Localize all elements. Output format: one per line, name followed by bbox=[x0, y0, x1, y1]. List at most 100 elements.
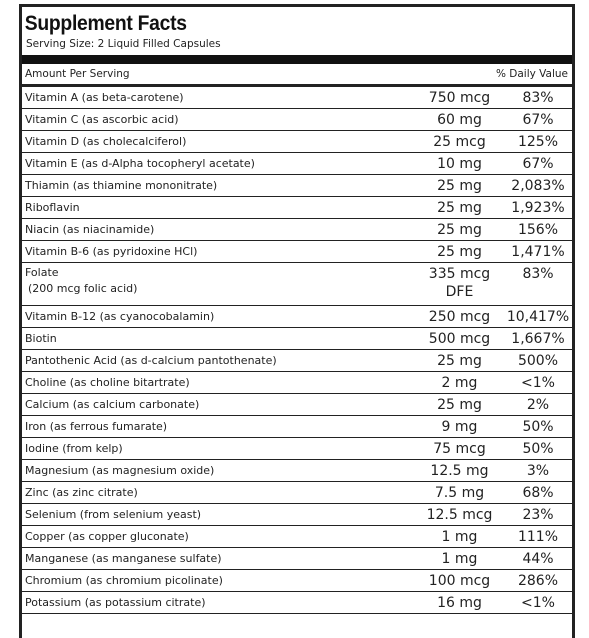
nutrient-amount-text: 9 mg bbox=[441, 418, 478, 435]
nutrient-row: Pantothenic Acid (as d-calcium pantothen… bbox=[22, 350, 572, 372]
nutrient-row: Potassium (as potassium citrate) 16 mg <1% bbox=[22, 592, 572, 614]
nutrient-daily-value: 1,471% bbox=[511, 243, 565, 260]
nutrient-daily-value: 50% bbox=[522, 418, 554, 435]
nutrient-amount: 25 mg bbox=[415, 396, 504, 414]
nutrient-amount-text: 1 mg bbox=[441, 550, 478, 567]
nutrient-amount: 9 mg bbox=[415, 418, 504, 436]
nutrient-row: Choline (as choline bitartrate) 2 mg <1% bbox=[22, 372, 572, 394]
serving-size: Serving Size: 2 Liquid Filled Capsules bbox=[26, 38, 221, 50]
nutrient-row: Magnesium (as magnesium oxide) 12.5 mg 3% bbox=[22, 460, 572, 482]
nutrient-name: Vitamin E (as d-Alpha tocopheryl acetate… bbox=[22, 157, 415, 171]
nutrient-daily-value: 3% bbox=[526, 462, 550, 479]
nutrient-row: Zinc (as zinc citrate) 7.5 mg 68% bbox=[22, 482, 572, 504]
nutrient-name-text: Choline (as choline bitartrate) bbox=[25, 375, 190, 389]
nutrient-amount-text: 10 mg bbox=[437, 155, 482, 172]
nutrient-amount-text: 335 mcg bbox=[428, 266, 491, 282]
nutrient-name: Vitamin C (as ascorbic acid) bbox=[22, 113, 415, 127]
nutrient-daily-value: 10,417% bbox=[506, 308, 570, 325]
nutrient-subtext: (200 mcg folic acid) bbox=[28, 282, 138, 295]
nutrient-amount: 335 mcg DFE bbox=[415, 263, 504, 301]
nutrient-row: Vitamin B-6 (as pyridoxine HCl) 25 mg 1,47… bbox=[22, 241, 572, 263]
nutrient-name: Vitamin A (as beta-carotene) bbox=[22, 91, 415, 105]
nutrient-name: Magnesium (as magnesium oxide) bbox=[22, 464, 415, 478]
nutrient-name-text: Potassium (as potassium citrate) bbox=[25, 595, 206, 609]
nutrient-row: Iron (as ferrous fumarate) 9 mg 50% bbox=[22, 416, 572, 438]
nutrient-daily-value: 67% bbox=[522, 155, 554, 172]
nutrient-row: Iodine (from kelp) 75 mcg 50% bbox=[22, 438, 572, 460]
nutrient-amount: 100 mcg bbox=[415, 572, 504, 590]
nutrient-amount-text: 7.5 mg bbox=[434, 484, 485, 501]
daily-value-header: % Daily Value bbox=[495, 68, 568, 80]
nutrient-amount: 25 mg bbox=[415, 199, 504, 217]
nutrient-amount: 60 mg bbox=[415, 111, 504, 129]
nutrient-name: Biotin bbox=[22, 332, 415, 346]
nutrient-row: Selenium (from selenium yeast) 12.5 mcg 23… bbox=[22, 504, 572, 526]
nutrient-daily-value: 111% bbox=[517, 528, 559, 545]
nutrient-name-text: Manganese (as manganese sulfate) bbox=[25, 551, 222, 565]
nutrient-name: Iodine (from kelp) bbox=[22, 442, 415, 456]
nutrient-name: Vitamin B-12 (as cyanocobalamin) bbox=[22, 310, 415, 324]
nutrient-name-text: Folate bbox=[25, 266, 59, 279]
nutrient-row: Thiamin (as thiamine mononitrate) 25 mg 2,… bbox=[22, 175, 572, 197]
nutrient-amount-text: 75 mcg bbox=[433, 440, 486, 457]
nutrient-daily-value: 500% bbox=[517, 352, 559, 369]
nutrient-name: Manganese (as manganese sulfate) bbox=[22, 552, 415, 566]
nutrient-amount: 12.5 mg bbox=[415, 462, 504, 480]
nutrient-amount: 75 mcg bbox=[415, 440, 504, 458]
nutrient-amount-text: 25 mg bbox=[437, 199, 482, 216]
nutrient-daily-value: 1,923% bbox=[511, 199, 565, 216]
nutrient-amount: 7.5 mg bbox=[415, 484, 504, 502]
supplement-facts-panel: Supplement Facts Serving Size: 2 Liquid … bbox=[19, 4, 575, 638]
nutrient-amount-text: 750 mcg bbox=[428, 89, 491, 106]
nutrient-name-text: Iron (as ferrous fumarate) bbox=[25, 419, 168, 433]
nutrient-name: Iron (as ferrous fumarate) bbox=[22, 420, 415, 434]
nutrient-amount: 25 mg bbox=[415, 243, 504, 261]
nutrient-amount: 250 mcg bbox=[415, 308, 504, 326]
nutrient-row: Copper (as copper gluconate) 1 mg 111% bbox=[22, 526, 572, 548]
nutrient-amount-text: 250 mcg bbox=[428, 308, 491, 325]
nutrient-amount: 16 mg bbox=[415, 594, 504, 612]
nutrient-name-text: Vitamin B-12 (as cyanocobalamin) bbox=[25, 309, 215, 323]
nutrient-name-text: Iodine (from kelp) bbox=[25, 441, 123, 455]
nutrient-name-text: Vitamin E (as d-Alpha tocopheryl acetate… bbox=[25, 156, 255, 170]
nutrient-row: Vitamin C (as ascorbic acid) 60 mg 67% bbox=[22, 109, 572, 131]
nutrient-daily-value: 1,667% bbox=[511, 330, 565, 347]
nutrient-amount: 1 mg bbox=[415, 550, 504, 568]
nutrient-amount-subtext: DFE bbox=[445, 284, 474, 300]
nutrient-name-text: Calcium (as calcium carbonate) bbox=[25, 397, 200, 411]
nutrient-amount-text: 1 mg bbox=[441, 528, 478, 545]
nutrient-amount-text: 25 mg bbox=[437, 177, 482, 194]
nutrient-name: Riboflavin bbox=[22, 201, 415, 215]
nutrient-daily-value: 83% bbox=[522, 89, 554, 106]
nutrient-amount-text: 12.5 mcg bbox=[426, 506, 493, 523]
thick-divider bbox=[22, 55, 572, 64]
nutrient-daily-value: 125% bbox=[517, 133, 559, 150]
nutrient-name-text: Pantothenic Acid (as d-calcium pantothen… bbox=[25, 353, 277, 367]
nutrient-name-text: Riboflavin bbox=[25, 200, 80, 214]
nutrient-name-text: Magnesium (as magnesium oxide) bbox=[25, 463, 215, 477]
nutrient-amount-text: 25 mg bbox=[437, 352, 482, 369]
nutrient-daily-value: 50% bbox=[522, 440, 554, 457]
nutrient-name: Thiamin (as thiamine mononitrate) bbox=[22, 179, 415, 193]
nutrient-row: Niacin (as niacinamide) 25 mg 156% bbox=[22, 219, 572, 241]
nutrient-amount-text: 100 mcg bbox=[428, 572, 491, 589]
nutrient-amount-text: 16 mg bbox=[437, 594, 482, 611]
nutrient-amount-text: 60 mg bbox=[437, 111, 482, 128]
nutrient-amount-text: 25 mg bbox=[437, 243, 482, 260]
nutrient-name: Niacin (as niacinamide) bbox=[22, 223, 415, 237]
nutrient-name: Folate (200 mcg folic acid) bbox=[22, 263, 415, 296]
nutrient-amount-text: 500 mcg bbox=[428, 330, 491, 347]
nutrient-name-text: Chromium (as chromium picolinate) bbox=[25, 573, 223, 587]
nutrient-amount: 750 mcg bbox=[415, 89, 504, 107]
nutrient-daily-value: 156% bbox=[517, 221, 559, 238]
nutrient-name: Selenium (from selenium yeast) bbox=[22, 508, 415, 522]
nutrient-daily-value: <1% bbox=[521, 594, 555, 611]
nutrient-daily-value: 23% bbox=[522, 506, 554, 523]
nutrient-amount: 12.5 mcg bbox=[415, 506, 504, 524]
nutrient-daily-value: 2,083% bbox=[511, 177, 565, 194]
nutrient-name: Copper (as copper gluconate) bbox=[22, 530, 415, 544]
nutrient-row: Vitamin D (as cholecalciferol) 25 mcg 125% bbox=[22, 131, 572, 153]
nutrient-name-text: Vitamin A (as beta-carotene) bbox=[25, 90, 184, 104]
nutrient-row: Folate (200 mcg folic acid) 335 mcg DFE 83% bbox=[22, 263, 572, 306]
nutrient-name: Chromium (as chromium picolinate) bbox=[22, 574, 415, 588]
